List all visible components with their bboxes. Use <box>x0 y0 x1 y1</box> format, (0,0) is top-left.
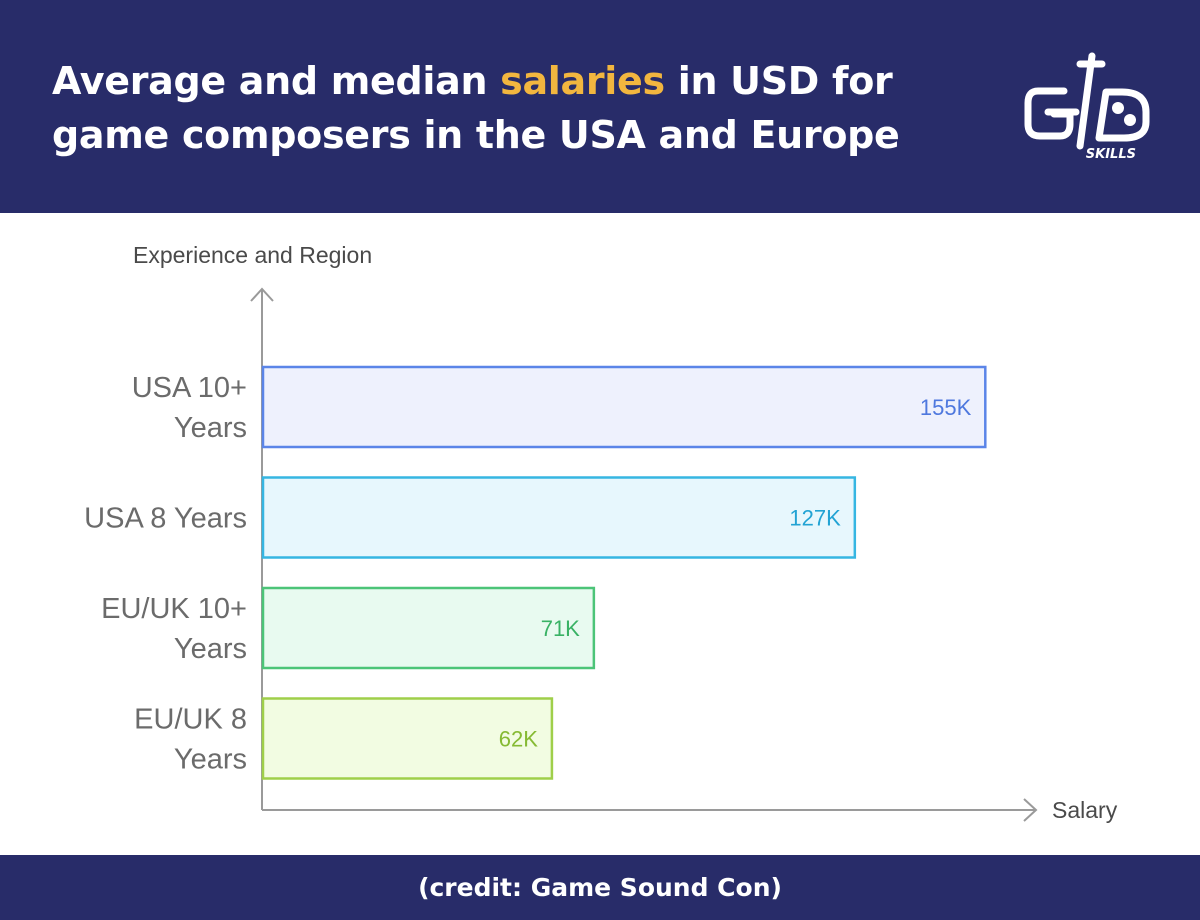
category-label: USA 10+ Years <box>132 372 247 444</box>
bar <box>261 586 596 670</box>
bar-chart: Experience and Region Salary 155K USA 10+… <box>84 242 1118 823</box>
footer-banner: (credit: Game Sound Con) <box>0 855 1200 920</box>
bar-series: 155K USA 10+ Years 127K USA 8 Years 71K EU/UK … <box>84 365 987 780</box>
category-label: EU/UK 10+ Years <box>101 593 247 665</box>
bar-value-label: 62K <box>499 727 538 752</box>
title-text-end: in USD for game composers in the USA and… <box>52 59 900 157</box>
category-label-line: Years <box>174 633 247 665</box>
bar <box>261 365 987 449</box>
category-label-line: USA 10+ <box>132 372 247 404</box>
category-label-line: USA 8 Years <box>84 503 247 535</box>
header-banner: Average and median salaries in USD for g… <box>0 0 1200 213</box>
bar-value-label: 155K <box>920 395 972 420</box>
bar <box>261 697 554 780</box>
credit-text: (credit: Game Sound Con) <box>418 873 782 902</box>
category-label-line: EU/UK 8 <box>134 704 247 736</box>
page-title: Average and median salaries in USD for g… <box>52 54 982 162</box>
title-text-start: Average and median <box>52 59 501 103</box>
x-axis-label: Salary <box>1052 797 1118 823</box>
category-label-line: Years <box>174 412 247 444</box>
category-label: EU/UK 8 Years <box>134 704 247 776</box>
y-axis-label: Experience and Region <box>133 242 372 268</box>
bar-value-label: 127K <box>789 506 841 531</box>
gd-skills-logo-icon: SKILLS <box>1024 52 1150 162</box>
logo-text: SKILLS <box>1086 147 1136 162</box>
bar <box>261 476 857 559</box>
category-label-line: EU/UK 10+ <box>101 593 247 625</box>
category-label-line: Years <box>174 744 247 776</box>
title-highlight: salaries <box>500 59 665 103</box>
bar-value-label: 71K <box>541 616 580 641</box>
x-axis <box>262 798 1038 822</box>
category-label: USA 8 Years <box>84 503 247 535</box>
